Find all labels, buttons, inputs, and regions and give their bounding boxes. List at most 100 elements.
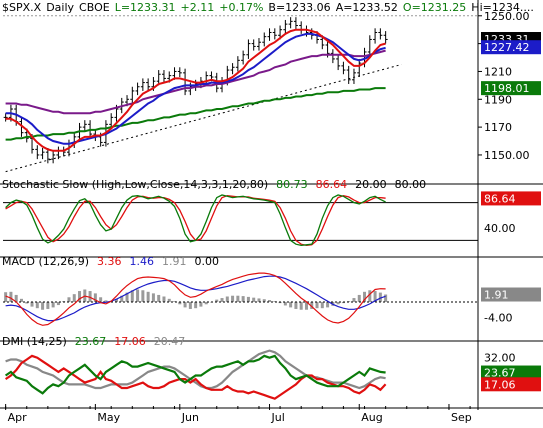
macd-histogram-bar xyxy=(151,293,155,302)
macd-histogram-bar xyxy=(310,301,314,309)
series-macd xyxy=(5,272,386,326)
macd-histogram-bar xyxy=(257,298,261,302)
dmi-badge-0-bg xyxy=(481,365,541,380)
macd-histogram-bar xyxy=(46,301,50,309)
macd-histogram-bar xyxy=(341,301,345,304)
stoch-badge-bg xyxy=(481,191,541,206)
macd-histogram-bar xyxy=(304,301,308,310)
macd-histogram-bar xyxy=(199,301,203,307)
macd-histogram-bar xyxy=(14,294,18,302)
macd-histogram-bar xyxy=(299,301,303,310)
macd-histogram-bar xyxy=(273,301,277,302)
macd-histogram-bar xyxy=(146,291,150,302)
macd-histogram-bar xyxy=(352,298,356,302)
macd-badge: 1.91 xyxy=(484,289,509,302)
macd-histogram-bar xyxy=(167,298,171,302)
x-tick-label: Apr xyxy=(8,411,28,424)
price-tick-label: 1150.00 xyxy=(484,149,530,162)
macd-badge-bg xyxy=(481,287,541,302)
macd-histogram-bar xyxy=(183,301,187,308)
macd-histogram-bar xyxy=(125,292,129,302)
macd-histogram-bar xyxy=(368,290,372,302)
stoch-title: Stochastic Slow (High,Low,Close,14,3,3,1… xyxy=(2,178,268,191)
dmi-tick-label: 32.00 xyxy=(484,352,516,365)
macd-histogram-bar xyxy=(72,294,76,302)
macd-histogram-bar xyxy=(194,301,198,309)
stoch-legend-value-3: 80.00 xyxy=(395,178,427,191)
macd-tick-label: -4.00 xyxy=(484,312,512,325)
macd-histogram-bar xyxy=(9,291,13,302)
stoch-legend-value-0: 80.73 xyxy=(276,178,308,191)
dmi-title: DMI (14,25) xyxy=(2,335,67,348)
macd-histogram-bar xyxy=(246,296,250,302)
stoch-legend-value-2: 20.00 xyxy=(355,178,387,191)
macd-histogram-bar xyxy=(51,301,55,308)
macd-histogram-bar xyxy=(136,289,140,302)
macd-title: MACD (12,26,9) xyxy=(2,255,89,268)
macd-histogram-bar xyxy=(99,297,103,302)
price-badge-1-bg xyxy=(481,40,541,55)
stoch-legend-value-1: 86.64 xyxy=(316,178,348,191)
price-tick-label: 1190 xyxy=(484,93,512,106)
header-field-8: O=1231.25 xyxy=(403,1,466,14)
macd-histogram-bar xyxy=(278,301,282,304)
header-field-4: +2.11 xyxy=(181,1,215,14)
macd-histogram-bar xyxy=(204,301,208,305)
macd-histogram-bar xyxy=(188,301,192,309)
price-badge-1: 1227.42 xyxy=(484,41,530,54)
price-badge-2: 1198.01 xyxy=(484,82,530,95)
dmi-legend-value-2: 20.47 xyxy=(154,335,186,348)
series-ma_red xyxy=(5,28,386,152)
macd-histogram-bar xyxy=(88,291,92,302)
macd-histogram-bar xyxy=(241,296,245,302)
dmi-legend-value-1: 17.06 xyxy=(114,335,146,348)
x-tick-label: May xyxy=(97,411,120,424)
macd-histogram-bar xyxy=(262,299,266,302)
macd-histogram-bar xyxy=(215,299,219,302)
series-ma_purple xyxy=(5,49,386,115)
series-ma_green xyxy=(5,87,386,141)
macd-histogram-bar xyxy=(268,300,272,302)
macd-histogram-bar xyxy=(231,295,235,302)
macd-histogram-bar xyxy=(178,301,182,305)
macd-histogram-bar xyxy=(289,301,293,308)
macd-histogram-bar xyxy=(283,301,287,306)
dmi-legend-value-0: 23.67 xyxy=(75,335,107,348)
macd-histogram-bar xyxy=(384,294,388,302)
macd-histogram-bar xyxy=(326,301,330,308)
macd-histogram-bar xyxy=(114,298,118,302)
macd-histogram-bar xyxy=(141,290,145,302)
macd-histogram-bar xyxy=(225,296,229,302)
price-tick-label: 1250.00 xyxy=(484,10,530,23)
header-field-5: +0.17% xyxy=(219,1,263,14)
macd-histogram-bar xyxy=(78,291,82,302)
macd-histogram-bar xyxy=(357,294,361,302)
price-tick-label: 1210 xyxy=(484,65,512,78)
macd-histogram-bar xyxy=(35,301,39,309)
series-stoch-k xyxy=(5,194,386,247)
dmi-badge-0: 23.67 xyxy=(484,367,516,380)
price-badge-2-bg xyxy=(481,81,541,96)
header-field-3: L=1233.31 xyxy=(115,1,176,14)
header-field-0: $SPX.X xyxy=(2,1,42,14)
macd-histogram-bar xyxy=(236,295,240,302)
macd-histogram-bar xyxy=(25,301,29,304)
macd-histogram-bar xyxy=(373,291,377,302)
price-tick-label: 1170 xyxy=(484,121,512,134)
header-field-9: Hi=1234.... xyxy=(471,1,534,14)
macd-legend-value-0: 3.36 xyxy=(97,255,122,268)
macd-legend-value-1: 1.46 xyxy=(130,255,155,268)
macd-histogram-bar xyxy=(320,301,324,309)
macd-histogram-bar xyxy=(104,300,108,302)
macd-histogram-bar xyxy=(93,293,97,302)
macd-histogram-bar xyxy=(19,298,23,302)
x-tick-label: Aug xyxy=(361,411,382,424)
dmi-badge-1: 17.06 xyxy=(484,378,516,391)
x-tick-label: Jun xyxy=(181,411,199,424)
macd-histogram-bar xyxy=(315,301,319,309)
macd-histogram-bar xyxy=(336,301,340,305)
macd-histogram-bar xyxy=(252,297,256,302)
stoch-tick-label: 40.00 xyxy=(484,222,516,235)
series-minus-di xyxy=(4,354,387,400)
